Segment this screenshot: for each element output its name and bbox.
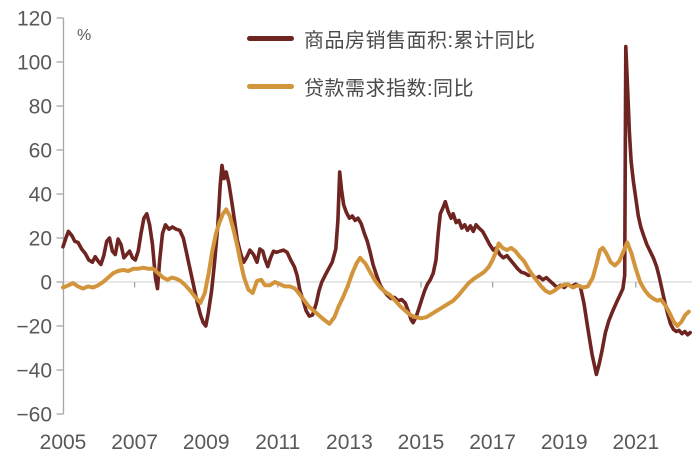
y-axis-tick-label: 100 [17, 52, 52, 75]
y-axis-tick-label: 120 [17, 8, 52, 31]
x-axis-tick-label: 2021 [612, 431, 659, 454]
x-axis-tick-label: 2017 [469, 431, 516, 454]
y-axis-tick-label: 80 [29, 96, 52, 119]
legend-label-loan-demand: 贷款需求指数:同比 [304, 77, 475, 100]
y-axis-tick-label: −20 [16, 316, 52, 339]
y-axis-tick-label: −40 [16, 360, 52, 383]
x-axis-tick-label: 2009 [183, 431, 230, 454]
legend-swatch-loan-demand-line [247, 83, 294, 89]
y-axis-tick-label: 0 [40, 272, 52, 295]
legend-item-loan-demand: 贷款需求指数:同比 [247, 75, 536, 100]
y-axis-tick-label: 20 [29, 228, 52, 251]
y-axis-tick-label: 40 [29, 184, 52, 207]
y-axis-tick-label: −60 [16, 404, 52, 427]
x-axis-tick-label: 2007 [111, 431, 158, 454]
series-line-sales-area [61, 44, 692, 377]
x-axis-tick-label: 2019 [541, 431, 588, 454]
legend-item-sales-area: 商品房销售面积:累计同比 [247, 27, 536, 52]
series-line-loan-demand [61, 207, 691, 328]
x-axis-tick-label: 2015 [398, 431, 445, 454]
legend-swatch-sales-area-line [247, 35, 294, 41]
legend-label-sales-area: 商品房销售面积:累计同比 [304, 29, 536, 52]
y-axis-tick-label: 60 [29, 140, 52, 163]
x-axis-tick-label: 2013 [326, 431, 373, 454]
x-axis-tick-label: 2011 [255, 431, 300, 454]
y-axis-unit-label: % [77, 27, 92, 44]
x-axis-tick-label: 2005 [40, 431, 87, 454]
chart-legend: 商品房销售面积:累计同比 贷款需求指数:同比 [247, 27, 536, 100]
